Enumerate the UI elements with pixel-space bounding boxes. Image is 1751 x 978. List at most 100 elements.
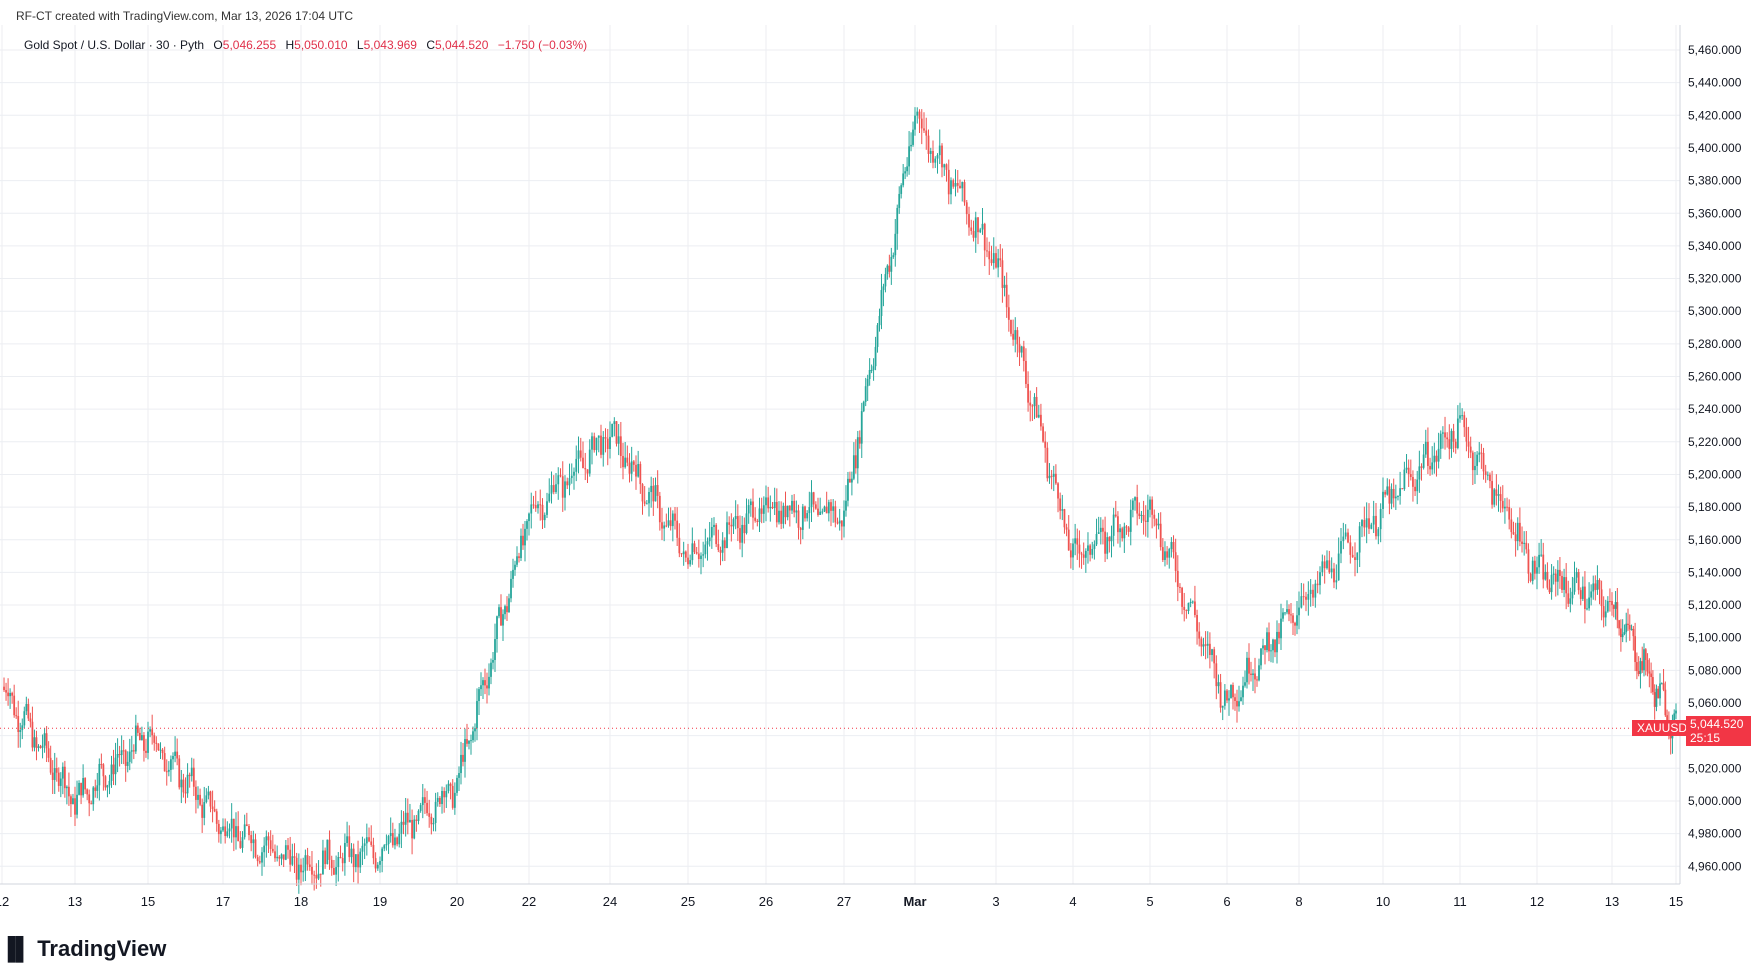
candle-body xyxy=(1368,518,1370,529)
candle-body xyxy=(918,111,921,119)
candle-body xyxy=(530,504,533,514)
candle-body xyxy=(995,253,997,268)
candle-body xyxy=(654,485,657,502)
candle-body xyxy=(904,171,907,174)
candle-body xyxy=(808,507,811,514)
candle-body xyxy=(986,250,988,252)
candle-body xyxy=(352,848,355,868)
candle-body xyxy=(330,859,333,869)
candle-body xyxy=(845,500,847,511)
candle-body xyxy=(258,861,261,863)
candle-body xyxy=(151,729,154,736)
candle-body xyxy=(1198,631,1201,639)
time-axis[interactable]: 12 13 15 17 18 19 20 22 24 25 26 27 Mar 3 4 5 6 8 10 11 12 13… xyxy=(0,883,1683,909)
candle-body xyxy=(245,824,248,826)
candle-body xyxy=(1491,481,1493,505)
candle-body xyxy=(956,183,959,186)
candle-body xyxy=(57,772,60,786)
low-value: 5,043.969 xyxy=(363,38,417,52)
candle-body xyxy=(167,769,170,772)
candle-body xyxy=(341,858,344,864)
candle-body xyxy=(41,745,44,748)
candle-body xyxy=(902,173,905,186)
candle-body xyxy=(23,711,26,726)
candle-body xyxy=(1001,260,1004,288)
candle-body xyxy=(880,290,883,316)
candle-body xyxy=(1226,690,1228,701)
candle-body xyxy=(1461,415,1464,417)
candle-body xyxy=(86,789,89,795)
candle-body xyxy=(1194,601,1196,615)
candle-body xyxy=(211,806,214,810)
candle-body xyxy=(417,810,420,821)
candle-body xyxy=(611,424,614,437)
candle-body xyxy=(1264,645,1266,651)
candle-body xyxy=(190,767,193,777)
candle-body xyxy=(1102,527,1104,532)
candle-body xyxy=(1300,596,1303,608)
candle-body xyxy=(691,543,694,561)
candle-body xyxy=(61,766,64,779)
symbol-title: Gold Spot / U.S. Dollar · 30 · Pyth xyxy=(24,38,205,52)
candle-body xyxy=(754,517,757,521)
candle-body xyxy=(1117,516,1119,533)
candle-body xyxy=(1328,560,1331,573)
candle-body xyxy=(72,798,74,805)
candle-body xyxy=(1272,639,1274,651)
candle-body xyxy=(1648,671,1651,674)
y-tick-label: 5,020.000 xyxy=(1688,761,1742,775)
candle-body xyxy=(37,746,40,748)
candle-body xyxy=(333,868,335,875)
candle-body xyxy=(1586,608,1588,610)
candle-body xyxy=(261,852,263,863)
candle-body xyxy=(1065,527,1068,530)
candle-body xyxy=(1514,534,1517,542)
candle-body xyxy=(1635,662,1638,671)
candle-body xyxy=(974,217,977,238)
candle-body xyxy=(925,130,928,136)
price-axis[interactable]: 4,960.000 4,980.000 5,000.000 5,020.000 5,04… xyxy=(1679,25,1742,884)
candle-body xyxy=(1598,580,1601,590)
candle-body xyxy=(65,786,68,789)
candle-body xyxy=(637,463,640,477)
candle-body xyxy=(726,522,728,549)
candle-body xyxy=(952,180,955,187)
high-value: 5,050.010 xyxy=(294,38,348,52)
candle-body xyxy=(769,506,772,509)
y-tick-label: 5,220.000 xyxy=(1688,435,1742,449)
candle-body xyxy=(387,836,390,845)
candle-body xyxy=(203,802,206,818)
candle-body xyxy=(573,471,575,476)
candle-body xyxy=(872,366,875,370)
candle-body xyxy=(1340,541,1342,554)
candle-body xyxy=(954,183,957,187)
candle-body xyxy=(1422,454,1425,468)
candle-body xyxy=(561,476,564,498)
candle-body xyxy=(441,790,443,805)
candle-body xyxy=(715,524,718,545)
symbol-legend[interactable]: Gold Spot / U.S. Dollar · 30 · Pyth O5,0… xyxy=(24,38,587,52)
candle-body xyxy=(215,811,218,824)
candle-body xyxy=(506,606,508,613)
candle-body xyxy=(1022,346,1025,362)
x-tick-label: 19 xyxy=(373,894,387,909)
y-tick-label: 5,340.000 xyxy=(1688,239,1742,253)
candle-body xyxy=(959,185,961,189)
candle-body xyxy=(1020,346,1023,353)
candle-body xyxy=(359,851,362,868)
candle-body xyxy=(300,864,302,873)
candle-body xyxy=(1467,441,1470,447)
candle-body xyxy=(147,731,149,753)
candle-body xyxy=(1114,514,1117,517)
candle-body xyxy=(394,837,396,846)
candle-body xyxy=(1168,549,1171,558)
candle-body xyxy=(78,782,80,795)
candle-body xyxy=(1252,673,1254,676)
candle-body xyxy=(500,607,502,626)
candle-body xyxy=(124,750,127,766)
candle-body xyxy=(1149,499,1151,510)
candle-body xyxy=(243,824,246,838)
candle-body xyxy=(1069,550,1072,558)
candle-body xyxy=(584,468,587,470)
